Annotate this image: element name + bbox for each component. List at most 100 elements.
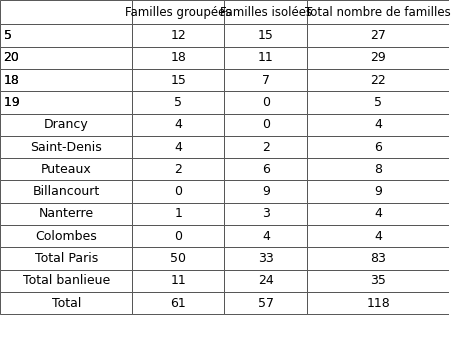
Text: Nanterre: Nanterre (39, 208, 94, 220)
Bar (0, 180, 133, 203)
Bar (133, 91, 225, 114)
Text: Puteaux: Puteaux (41, 163, 92, 176)
Text: 20: 20 (4, 51, 20, 64)
Text: 6: 6 (374, 141, 382, 153)
Text: 50: 50 (171, 252, 186, 265)
Bar (0, 136, 133, 158)
Bar (307, 0, 449, 24)
Bar (225, 91, 307, 114)
Text: 61: 61 (171, 297, 186, 310)
Bar (133, 292, 225, 314)
Text: 12: 12 (171, 29, 186, 42)
Text: 0: 0 (174, 185, 182, 198)
Text: 27: 27 (370, 29, 386, 42)
Text: 15: 15 (171, 74, 186, 87)
Bar (225, 114, 307, 136)
Text: 5: 5 (174, 96, 182, 109)
Text: 33: 33 (258, 252, 274, 265)
Text: 4: 4 (174, 118, 182, 131)
Bar (0, 270, 133, 292)
Text: Total Paris: Total Paris (34, 252, 98, 265)
Bar (133, 270, 225, 292)
Text: 118: 118 (366, 297, 390, 310)
Text: 24: 24 (258, 274, 274, 287)
Bar (133, 247, 225, 270)
Bar (133, 136, 225, 158)
Text: 0: 0 (262, 96, 270, 109)
Bar (307, 180, 449, 203)
Bar (307, 136, 449, 158)
Bar (307, 91, 449, 114)
Text: 8: 8 (374, 163, 382, 176)
Bar (307, 203, 449, 225)
Text: 57: 57 (258, 297, 274, 310)
Bar (225, 0, 307, 24)
Bar (307, 292, 449, 314)
Text: 5: 5 (4, 29, 12, 42)
Text: Billancourt: Billancourt (33, 185, 100, 198)
Text: Colombes: Colombes (35, 230, 97, 243)
Text: 19: 19 (4, 96, 23, 109)
Text: 6: 6 (262, 163, 270, 176)
Bar (133, 69, 225, 91)
Bar (0, 114, 133, 136)
Bar (225, 225, 307, 247)
Text: 5: 5 (374, 96, 382, 109)
Text: 0: 0 (174, 230, 182, 243)
Text: 83: 83 (370, 252, 386, 265)
Text: 11: 11 (171, 274, 186, 287)
Text: 18: 18 (4, 74, 20, 87)
Bar (225, 47, 307, 69)
Bar (0, 203, 133, 225)
Text: Total: Total (52, 297, 81, 310)
Bar (307, 270, 449, 292)
Bar (133, 0, 225, 24)
Text: 3: 3 (262, 208, 270, 220)
Bar (0, 225, 133, 247)
Bar (307, 158, 449, 180)
Text: 2: 2 (262, 141, 270, 153)
Text: 18: 18 (171, 51, 186, 64)
Text: Familles groupées: Familles groupées (125, 6, 232, 19)
Text: 35: 35 (370, 274, 386, 287)
Bar (307, 247, 449, 270)
Bar (133, 203, 225, 225)
Bar (133, 47, 225, 69)
Bar (307, 114, 449, 136)
Text: 11: 11 (258, 51, 274, 64)
Text: 9: 9 (374, 185, 382, 198)
Bar (225, 69, 307, 91)
Bar (0, 158, 133, 180)
Bar (133, 180, 225, 203)
Text: 4: 4 (262, 230, 270, 243)
Bar (225, 247, 307, 270)
Text: 19: 19 (4, 96, 23, 109)
Text: 2: 2 (174, 163, 182, 176)
Bar (0, 69, 133, 91)
Bar (225, 203, 307, 225)
Bar (225, 136, 307, 158)
Text: Saint-Denis: Saint-Denis (30, 141, 102, 153)
Bar (0, 292, 133, 314)
Bar (225, 180, 307, 203)
Bar (0, 0, 133, 24)
Bar (225, 292, 307, 314)
Bar (225, 158, 307, 180)
Bar (0, 24, 133, 47)
Text: 4: 4 (174, 141, 182, 153)
Text: 20: 20 (4, 51, 20, 64)
Bar (307, 47, 449, 69)
Text: 1: 1 (174, 208, 182, 220)
Bar (133, 158, 225, 180)
Bar (307, 225, 449, 247)
Bar (307, 24, 449, 47)
Text: Total nombre de familles: Total nombre de familles (306, 6, 451, 19)
Bar (0, 47, 133, 69)
Text: 0: 0 (262, 118, 270, 131)
Text: 18: 18 (4, 74, 20, 87)
Text: Total banlieue: Total banlieue (23, 274, 110, 287)
Text: 4: 4 (374, 230, 382, 243)
Bar (225, 24, 307, 47)
Bar (133, 225, 225, 247)
Bar (0, 91, 133, 114)
